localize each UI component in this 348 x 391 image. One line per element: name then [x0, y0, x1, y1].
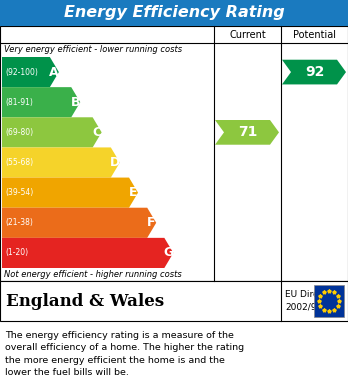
Bar	[0, 281, 348, 321]
Polygon shape	[2, 147, 120, 178]
Polygon shape	[2, 178, 138, 208]
Text: (69-80): (69-80)	[5, 128, 33, 137]
Text: 71: 71	[238, 126, 258, 139]
Text: (21-38): (21-38)	[5, 218, 33, 227]
Polygon shape	[2, 87, 80, 117]
Text: Not energy efficient - higher running costs: Not energy efficient - higher running co…	[4, 270, 182, 279]
Text: England & Wales: England & Wales	[6, 292, 164, 310]
Text: Very energy efficient - lower running costs: Very energy efficient - lower running co…	[4, 45, 182, 54]
Polygon shape	[2, 117, 102, 147]
Polygon shape	[2, 57, 59, 87]
Text: Energy Efficiency Rating: Energy Efficiency Rating	[64, 5, 284, 20]
Text: (55-68): (55-68)	[5, 158, 33, 167]
Polygon shape	[2, 208, 156, 238]
Text: (1-20): (1-20)	[5, 248, 28, 257]
Text: 92: 92	[305, 65, 325, 79]
Text: C: C	[92, 126, 101, 139]
Bar	[0, 0, 348, 26]
Text: A: A	[49, 66, 59, 79]
Polygon shape	[215, 120, 279, 145]
Bar	[0, 26, 348, 281]
Text: (81-91): (81-91)	[5, 98, 33, 107]
Text: B: B	[71, 96, 80, 109]
Text: G: G	[163, 246, 174, 260]
Text: Current: Current	[229, 29, 266, 39]
Bar	[314, 285, 344, 317]
Text: E: E	[129, 186, 137, 199]
Text: F: F	[147, 216, 156, 229]
Text: EU Directive
2002/91/EC: EU Directive 2002/91/EC	[285, 290, 341, 312]
Polygon shape	[2, 238, 173, 268]
Text: (92-100): (92-100)	[5, 68, 38, 77]
Text: D: D	[110, 156, 120, 169]
Text: The energy efficiency rating is a measure of the
overall efficiency of a home. T: The energy efficiency rating is a measur…	[5, 331, 244, 377]
Text: (39-54): (39-54)	[5, 188, 33, 197]
Text: Potential: Potential	[293, 29, 336, 39]
Polygon shape	[282, 60, 346, 84]
